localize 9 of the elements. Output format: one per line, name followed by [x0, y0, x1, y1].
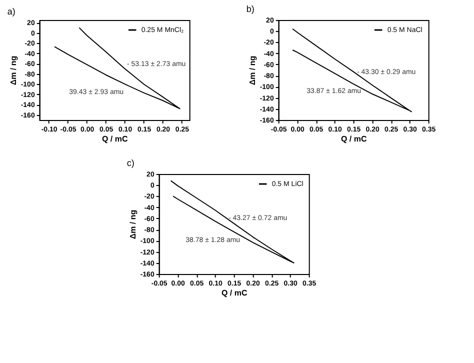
x-axis-title: Q / mC [221, 288, 248, 298]
x-axis-title: Q / mC [340, 134, 367, 144]
x-axis-title: Q / mC [102, 134, 128, 144]
chart-title: b) [246, 4, 254, 14]
y-axis-title: Δm / ng [248, 56, 257, 86]
y-axis-title: Δm / ng [128, 210, 138, 240]
chart-title: a) [7, 6, 16, 17]
chart-title: c) [126, 158, 134, 168]
y-axis-title: Δm / ng [8, 56, 18, 86]
